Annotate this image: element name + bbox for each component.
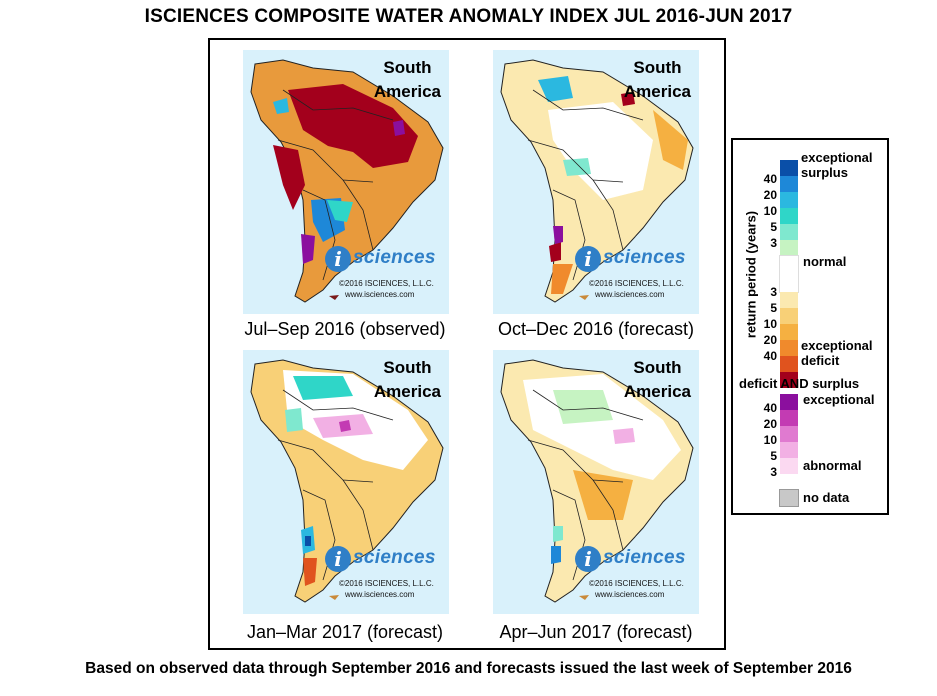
swatch-deficit-exceptional	[780, 372, 798, 388]
region-label-line1: South	[383, 58, 432, 77]
deficit-tick: 10	[763, 317, 777, 331]
swatch-surplus-40	[780, 160, 798, 176]
both-tick: 3	[770, 465, 777, 479]
region-label: South America	[624, 56, 691, 104]
normal-label: normal	[803, 254, 847, 269]
deficit-tick: 5	[770, 301, 777, 315]
no-data-label: no data	[803, 490, 850, 505]
color-legend: return period (years) 40 20 10 5 3 3 5 1…	[731, 138, 889, 515]
website-text: www.isciences.com	[345, 290, 415, 299]
website-text: www.isciences.com	[595, 590, 665, 599]
deficit-tick: 3	[770, 285, 777, 299]
website-text: www.isciences.com	[345, 590, 415, 599]
both-tick: 20	[763, 417, 777, 431]
both-tick: 10	[763, 433, 777, 447]
swatch-deficit-20	[780, 356, 798, 372]
logo-i-icon: i	[575, 246, 601, 272]
copyright-text: ©2016 ISCIENCES, L.L.C.	[589, 279, 684, 288]
surplus-tick: 5	[770, 220, 777, 234]
deficit-tick: 20	[763, 333, 777, 347]
swatch-surplus-5	[780, 208, 798, 224]
deficit-label: exceptional deficit	[801, 338, 873, 368]
surplus-tick: 40	[763, 172, 777, 186]
map-panel-apr-jun-2017: South America i sciences ©2016 ISCIENCES…	[493, 350, 699, 614]
region-label-line2: America	[623, 82, 691, 101]
both-tick: 40	[763, 401, 777, 415]
logo-wordmark: sciences	[603, 247, 686, 268]
region-label: South America	[374, 356, 441, 404]
both-abnormal-label: abnormal	[803, 458, 862, 473]
copyright-text: ©2016 ISCIENCES, L.L.C.	[339, 579, 434, 588]
swatch-both-20	[780, 410, 798, 426]
isciences-logo: i sciences	[325, 246, 445, 274]
website-text: www.isciences.com	[595, 290, 665, 299]
logo-wordmark: sciences	[353, 247, 436, 268]
south-america-map	[493, 350, 699, 614]
region-label-line1: South	[383, 358, 432, 377]
swatch-surplus-20	[780, 176, 798, 192]
swatch-deficit-10	[780, 340, 798, 356]
copyright-note: ©2016 ISCIENCES, L.L.C. www.isciences.co…	[339, 578, 434, 600]
copyright-note: ©2016 ISCIENCES, L.L.C. www.isciences.co…	[589, 278, 684, 300]
surplus-tick: 10	[763, 204, 777, 218]
logo-wordmark: sciences	[603, 547, 686, 568]
copyright-text: ©2016 ISCIENCES, L.L.C.	[339, 279, 434, 288]
logo-i-icon: i	[325, 546, 351, 572]
map-caption: Oct–Dec 2016 (forecast)	[497, 319, 695, 339]
both-exceptional-label: exceptional	[803, 392, 875, 407]
map-caption: Jan–Mar 2017 (forecast)	[246, 622, 444, 642]
region-label-line1: South	[633, 58, 682, 77]
map-panel-jul-sep-2016: South America i sciences ©2016 ISCIENCES…	[243, 50, 449, 314]
both-tick: 5	[770, 449, 777, 463]
copyright-note: ©2016 ISCIENCES, L.L.C. www.isciences.co…	[339, 278, 434, 300]
swatch-normal	[779, 255, 799, 293]
region-label-line2: America	[623, 382, 691, 401]
swatch-both-5	[780, 442, 798, 458]
south-america-map	[493, 50, 699, 314]
south-america-map	[243, 50, 449, 314]
footer-note: Based on observed data through September…	[85, 660, 852, 677]
surplus-label: exceptional surplus	[801, 150, 873, 180]
region-label-line2: America	[373, 382, 441, 401]
swatch-deficit-low	[780, 292, 798, 308]
isciences-logo: i sciences	[575, 246, 695, 274]
both-title: deficit AND surplus	[739, 376, 860, 391]
surplus-tick: 3	[770, 236, 777, 250]
map-caption: Jul–Sep 2016 (observed)	[244, 319, 446, 339]
swatch-both-3	[780, 458, 798, 474]
isciences-logo: i sciences	[325, 546, 445, 574]
swatch-both-40	[780, 394, 798, 410]
logo-i-icon: i	[575, 546, 601, 572]
region-label: South America	[374, 56, 441, 104]
map-caption: Apr–Jun 2017 (forecast)	[499, 622, 693, 642]
swatch-both-10	[780, 426, 798, 442]
swatch-deficit-5	[780, 324, 798, 340]
map-panel-jan-mar-2017: South America i sciences ©2016 ISCIENCES…	[243, 350, 449, 614]
south-america-map	[243, 350, 449, 614]
map-panel-oct-dec-2016: South America i sciences ©2016 ISCIENCES…	[493, 50, 699, 314]
swatch-surplus-3	[780, 224, 798, 240]
maps-frame: South America i sciences ©2016 ISCIENCES…	[208, 38, 726, 650]
swatch-no-data	[779, 489, 799, 507]
copyright-text: ©2016 ISCIENCES, L.L.C.	[589, 579, 684, 588]
swatch-deficit-3	[780, 308, 798, 324]
logo-wordmark: sciences	[353, 547, 436, 568]
region-label-line1: South	[633, 358, 682, 377]
swatch-surplus-10	[780, 192, 798, 208]
isciences-logo: i sciences	[575, 546, 695, 574]
logo-i-icon: i	[325, 246, 351, 272]
region-label-line2: America	[373, 82, 441, 101]
swatch-surplus-low	[780, 240, 798, 256]
surplus-tick: 20	[763, 188, 777, 202]
region-label: South America	[624, 356, 691, 404]
figure-title: ISCIENCES COMPOSITE WATER ANOMALY INDEX …	[144, 6, 793, 27]
deficit-tick: 40	[763, 349, 777, 363]
copyright-note: ©2016 ISCIENCES, L.L.C. www.isciences.co…	[589, 578, 684, 600]
